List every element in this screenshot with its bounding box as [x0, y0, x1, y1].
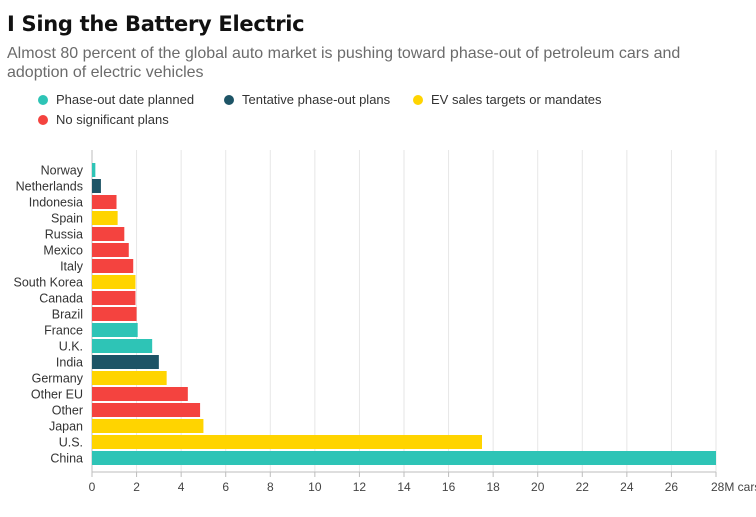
tick-label: 18: [486, 480, 500, 494]
category-label: Netherlands: [16, 180, 83, 194]
tick-label: 20: [531, 480, 545, 494]
legend-label-tentative: Tentative phase-out plans: [242, 92, 391, 107]
legend-item-phaseout: Phase-out date planned: [38, 92, 194, 107]
category-label: Japan: [49, 420, 83, 434]
tick-label: 6: [222, 480, 229, 494]
legend-swatch-tentative: [224, 94, 234, 105]
bar-mexico: [92, 243, 129, 257]
category-label: Russia: [45, 228, 83, 242]
legend-swatch-none: [38, 114, 48, 125]
bar-spain: [92, 211, 118, 225]
tick-label: 26: [665, 480, 679, 494]
legend-label-targets: EV sales targets or mandates: [431, 92, 602, 107]
legend-label-phaseout: Phase-out date planned: [56, 92, 195, 107]
tick-label: 10: [308, 480, 322, 494]
tick-label: 0: [89, 480, 96, 494]
bar-india: [92, 355, 159, 369]
bar-indonesia: [92, 195, 117, 209]
tick-label: 22: [576, 480, 590, 494]
chart-title: I Sing the Battery Electric: [7, 12, 305, 36]
bar-chart: Norway Netherlands Indonesia Spain Russia Mex…: [14, 150, 756, 494]
tick-label: 14: [397, 480, 411, 494]
tick-label: 4: [178, 480, 185, 494]
bar-canada: [92, 291, 136, 305]
bar-south-korea: [92, 275, 136, 289]
legend-label-none: No significant plans: [56, 112, 169, 127]
tick-label: 8: [267, 480, 274, 494]
legend-item-tentative: Tentative phase-out plans: [224, 92, 390, 107]
legend-item-none: No significant plans: [38, 112, 169, 127]
category-label: Norway: [41, 164, 84, 178]
category-label: Indonesia: [29, 196, 83, 210]
bar-u-s: [92, 435, 482, 449]
category-label: Spain: [51, 212, 83, 226]
legend-item-targets: EV sales targets or mandates: [413, 92, 602, 107]
bar-netherlands: [92, 179, 101, 193]
category-label: Italy: [60, 260, 84, 274]
bar-china: [92, 451, 716, 465]
tick-label: 2: [133, 480, 140, 494]
category-label: Germany: [32, 372, 84, 386]
category-label: South Korea: [14, 276, 84, 290]
category-label: France: [44, 324, 83, 338]
bar-france: [92, 323, 138, 337]
tick-label: 28M cars: [711, 480, 756, 494]
category-label: Canada: [39, 292, 83, 306]
category-label: U.S.: [59, 436, 83, 450]
category-label: India: [56, 356, 83, 370]
bar-u-k: [92, 339, 153, 353]
bar-italy: [92, 259, 134, 273]
bar-japan: [92, 419, 204, 433]
category-label: Brazil: [52, 308, 83, 322]
category-label: Other EU: [31, 388, 83, 402]
category-label: U.K.: [59, 340, 83, 354]
bar-norway: [92, 163, 96, 177]
category-label: Mexico: [43, 244, 83, 258]
bar-other: [92, 403, 201, 417]
legend-swatch-targets: [413, 94, 423, 105]
bar-brazil: [92, 307, 137, 321]
bar-other-eu: [92, 387, 188, 401]
tick-label: 24: [620, 480, 634, 494]
chart-subtitle: Almost 80 percent of the global auto mar…: [7, 45, 681, 81]
category-label: Other: [52, 404, 83, 418]
bar-germany: [92, 371, 167, 385]
bar-russia: [92, 227, 125, 241]
tick-label: 12: [353, 480, 367, 494]
category-label: China: [50, 452, 83, 466]
legend-swatch-phaseout: [38, 94, 48, 105]
tick-label: 16: [442, 480, 456, 494]
